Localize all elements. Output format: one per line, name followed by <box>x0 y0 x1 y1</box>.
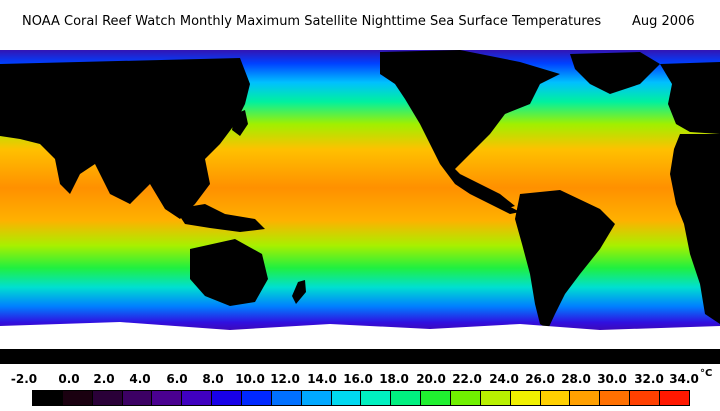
legend-swatch <box>301 391 332 405</box>
legend-swatch <box>630 391 661 405</box>
legend-colorbar <box>32 390 690 406</box>
legend-tick: 20.0 <box>416 372 446 386</box>
antarctica-land <box>0 349 720 364</box>
legend-tick-labels: -2.0 0.0 2.0 4.0 6.0 8.0 10.0 12.0 14.0 … <box>0 368 720 390</box>
legend-swatch <box>361 391 392 405</box>
sst-map <box>0 44 720 364</box>
legend-swatch <box>660 391 689 405</box>
legend-swatch <box>271 391 302 405</box>
legend-swatch <box>122 391 153 405</box>
legend-unit: °C <box>700 368 713 379</box>
legend-tick: 6.0 <box>166 372 188 386</box>
north-america <box>380 50 560 214</box>
india <box>110 162 145 204</box>
maritime-continent <box>175 204 265 232</box>
legend-swatch <box>33 391 63 405</box>
legend-tick: 14.0 <box>307 372 337 386</box>
legend-tick: 22.0 <box>452 372 482 386</box>
map-date: Aug 2006 <box>632 14 695 29</box>
legend-tick: 34.0 <box>669 372 699 386</box>
eurasia <box>0 58 250 219</box>
legend-swatch <box>600 391 631 405</box>
greenland <box>570 52 660 94</box>
legend-tick: 8.0 <box>202 372 224 386</box>
japan <box>232 110 248 136</box>
legend-swatch <box>540 391 571 405</box>
legend-tick: 24.0 <box>489 372 519 386</box>
map-title-bar: NOAA Coral Reef Watch Monthly Maximum Sa… <box>0 0 720 44</box>
australia <box>190 239 268 306</box>
legend-tick: 18.0 <box>379 372 409 386</box>
central-america <box>460 174 515 209</box>
legend-tick: 16.0 <box>343 372 373 386</box>
legend-swatch <box>421 391 452 405</box>
legend-swatch <box>510 391 541 405</box>
map-title: NOAA Coral Reef Watch Monthly Maximum Sa… <box>22 14 602 29</box>
legend-tick: 26.0 <box>525 372 555 386</box>
legend-swatch <box>92 391 123 405</box>
arctic-ice <box>0 44 720 50</box>
legend-swatch <box>480 391 511 405</box>
legend-tick: 4.0 <box>129 372 151 386</box>
legend-swatch <box>152 391 183 405</box>
south-america <box>515 190 615 329</box>
new-zealand <box>292 280 306 304</box>
legend-tick: 0.0 <box>58 372 80 386</box>
legend-swatch <box>451 391 481 405</box>
legend-tick: 30.0 <box>597 372 627 386</box>
africa <box>670 134 720 324</box>
legend-tick: 2.0 <box>93 372 115 386</box>
legend-tick: 32.0 <box>634 372 664 386</box>
legend-tick: -2.0 <box>10 372 38 386</box>
legend-swatch <box>242 391 272 405</box>
legend-swatch <box>570 391 601 405</box>
legend-tick: 28.0 <box>561 372 591 386</box>
legend-tick: 10.0 <box>235 372 265 386</box>
legend-tick: 12.0 <box>270 372 300 386</box>
legend-swatch <box>182 391 213 405</box>
legend-swatch <box>331 391 362 405</box>
europe-west <box>660 62 720 134</box>
legend-swatch <box>391 391 422 405</box>
legend-swatch <box>212 391 243 405</box>
legend-swatch <box>62 391 93 405</box>
